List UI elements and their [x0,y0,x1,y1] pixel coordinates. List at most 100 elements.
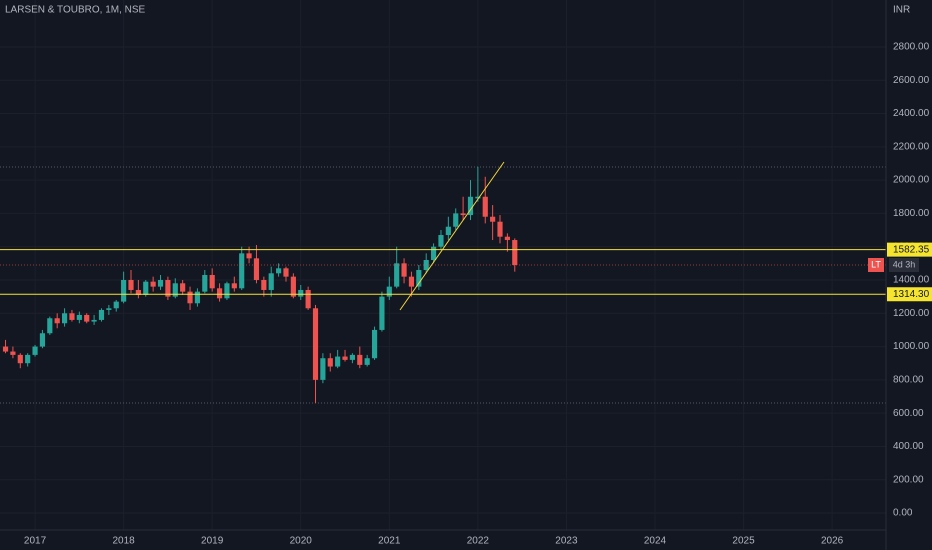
candle-body [298,289,304,297]
candle-body [349,354,355,360]
x-tick-label: 2025 [732,536,755,547]
candle-body [180,283,186,292]
y-tick-label: 400.00 [893,441,924,452]
candle-body [224,283,230,299]
level-badge [887,287,932,302]
candle-body [98,309,105,320]
candle-body [482,196,488,217]
candle-body [460,213,466,216]
candle-body [253,258,260,280]
y-tick-label: 2800.00 [893,42,930,53]
y-tick-label: 2400.00 [893,108,930,119]
candle-body [76,314,82,320]
y-tick-label: 1400.00 [893,275,930,286]
candle-body [61,313,68,324]
y-tick-label: 2000.00 [893,175,930,186]
candle-body [335,356,341,367]
candle-body [512,240,518,265]
candle-body [453,213,459,227]
candle-body [143,281,149,295]
level-label: 1582.35 [893,244,930,255]
candle-body [305,289,311,309]
candle-body [17,354,23,364]
x-tick-label: 2024 [644,536,667,547]
candle-body [342,356,348,360]
symbol-badge [868,258,884,272]
y-tick-label: 600.00 [893,408,924,419]
candle-body [268,273,274,290]
candle-body [246,253,252,259]
symbol-label: LT [871,259,881,269]
y-tick-label: 1000.00 [893,341,930,352]
candle-body [445,226,451,236]
candle-body [106,308,112,310]
candle-body [165,279,171,297]
candle-body [187,291,193,304]
candle-body [39,333,46,347]
candle-body [231,283,237,289]
y-tick-label: 0.00 [893,508,913,519]
candle-body [357,354,363,365]
y-tick-label: 200.00 [893,474,924,485]
overlay [0,249,886,295]
currency: INR [893,5,910,16]
candle-body [327,358,333,367]
x-tick-label: 2020 [290,536,313,547]
x-tick-label: 2021 [378,536,401,547]
level-label: 1314.30 [893,289,930,300]
candle-body [209,274,215,289]
candle-body [497,221,503,237]
candle-body [202,274,208,292]
candle-body [91,319,97,322]
x-tick-label: 2018 [112,536,135,547]
y-tick-label: 2600.00 [893,75,930,86]
candle-body [371,329,378,359]
candle-body [69,313,75,320]
x-tick-label: 2017 [24,536,47,547]
candle-body [10,351,16,355]
grid [0,0,886,530]
candle-body [54,318,60,324]
candle-body [276,268,282,274]
candle-body [475,196,481,199]
candle-body [431,246,437,261]
candle-body [32,346,38,355]
candle-body [261,279,267,290]
candle-body [2,346,9,352]
candle-body [157,279,164,287]
candle-body [216,288,223,299]
candle-body [364,358,370,365]
candle-body [386,286,392,297]
countdown-label: 4d 3h [893,259,916,269]
x-tick-label: 2026 [821,536,844,547]
candle-body [113,301,119,309]
candle-body [438,235,444,247]
candle-body [135,289,141,295]
candle-body [490,216,496,222]
candle-body [47,318,53,334]
candle-body [283,268,289,277]
candle-body [194,291,201,304]
candle-body [320,358,326,380]
x-tick-label: 2022 [467,536,490,547]
candle-body [290,276,296,297]
candle-body [121,279,127,302]
candle-body [128,279,134,290]
y-tick-label: 1800.00 [893,208,930,219]
countdown-badge [889,258,919,272]
candle-body [84,314,90,322]
candles [2,166,518,404]
candle-body [416,269,422,287]
candle-body [25,354,31,364]
x-tick-label: 2023 [555,536,578,547]
candle-body [172,283,178,297]
x-tick-label: 2019 [201,536,224,547]
candle-body [408,276,415,287]
candle-body [504,236,510,241]
chart-title: LARSEN & TOUBRO, 1M, NSE [5,5,146,16]
candle-body [401,263,407,277]
trend-line [399,161,505,311]
y-tick-label: 1200.00 [893,308,930,319]
